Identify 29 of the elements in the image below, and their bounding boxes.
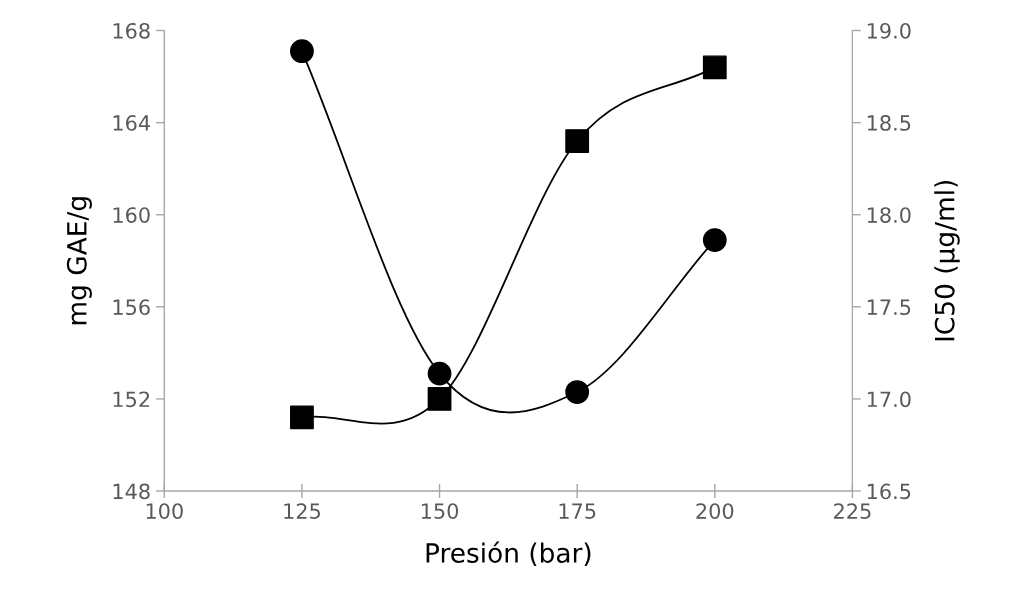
- x-tick-label: 100: [146, 503, 183, 519]
- point: [427, 361, 452, 386]
- x-tick-label: 125: [284, 503, 320, 519]
- y-tick-label: 156: [113, 299, 150, 316]
- y-tick-label: 148: [113, 483, 150, 500]
- x-tick-label: 225: [834, 503, 871, 519]
- y2-tick-label: 17.5: [867, 299, 911, 316]
- point: [702, 55, 727, 80]
- point: [427, 387, 452, 411]
- point: [565, 129, 590, 153]
- y-tick-label: 152: [113, 391, 150, 408]
- x-tick-label: 175: [559, 503, 596, 519]
- y-tick-label: 168: [113, 22, 150, 39]
- point: [290, 39, 314, 64]
- y2-tick-label: 16.5: [867, 483, 911, 500]
- y-tick-label: 164: [113, 115, 150, 131]
- point: [565, 380, 590, 404]
- y2-tick-label: 18.5: [867, 115, 911, 131]
- y-tick-label: 160: [113, 207, 150, 223]
- y2-tick-label: 19.0: [867, 22, 911, 39]
- y-axis-title: mg GAE/g: [66, 197, 92, 325]
- y2-axis-title: IC50 (µg/ml): [934, 180, 960, 341]
- x-axis-title: Presión (bar): [426, 541, 591, 566]
- point: [290, 405, 314, 430]
- y2-tick-label: 18.0: [867, 207, 911, 223]
- x-tick-label: 200: [696, 503, 734, 519]
- point: [702, 228, 727, 252]
- x-tick-label: 150: [421, 503, 459, 519]
- y2-tick-label: 17.0: [867, 391, 911, 408]
